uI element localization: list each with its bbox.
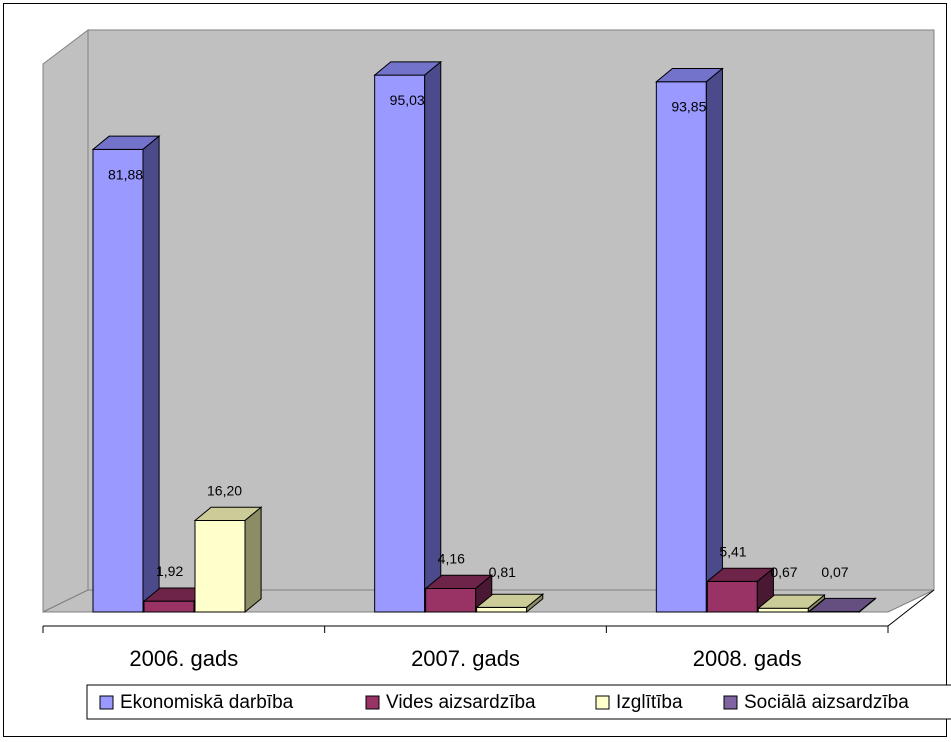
data-label: 16,20 [207,482,242,498]
bar-front [425,587,477,613]
side-wall [42,28,89,613]
legend-label: Sociālā aizsardzība [744,692,909,713]
data-label: 4,16 [438,550,465,566]
legend-label: Izglītība [616,692,683,713]
bar-front [143,600,195,613]
legend-label: Vides aizsardzība [386,692,536,713]
legend-swatch [99,695,114,710]
bar-side [858,597,876,614]
legend-swatch [365,695,380,710]
legend-box [86,684,951,720]
category-label: 2008. gads [693,646,802,671]
legend-swatch [595,695,610,710]
data-label: 0,81 [489,564,516,580]
bar-front [92,148,144,613]
bar-side [526,593,544,614]
bar-front [374,74,426,613]
data-label: 0,67 [770,564,797,580]
data-label: 93,85 [671,99,706,115]
category-label: 2007. gads [411,646,520,671]
bar-front [706,580,758,613]
x-axis-depth-line [887,589,935,627]
legend-label: Ekonomiskā darbība [120,692,294,713]
bar-front [476,606,528,613]
bar-front [194,519,246,613]
bar-side [244,506,262,614]
bar-front [655,81,707,613]
legend-swatch [723,695,738,710]
data-label: 81,88 [108,166,143,182]
data-label: 95,03 [390,92,425,108]
back-wall [87,29,935,591]
bar-side [705,67,723,614]
bar-front [757,607,809,613]
category-label: 2006. gads [129,646,238,671]
data-label: 0,07 [821,564,848,580]
bar-side [142,135,160,614]
bar-side [424,60,442,614]
data-label: 1,92 [156,563,183,579]
data-label: 5,41 [719,543,746,559]
